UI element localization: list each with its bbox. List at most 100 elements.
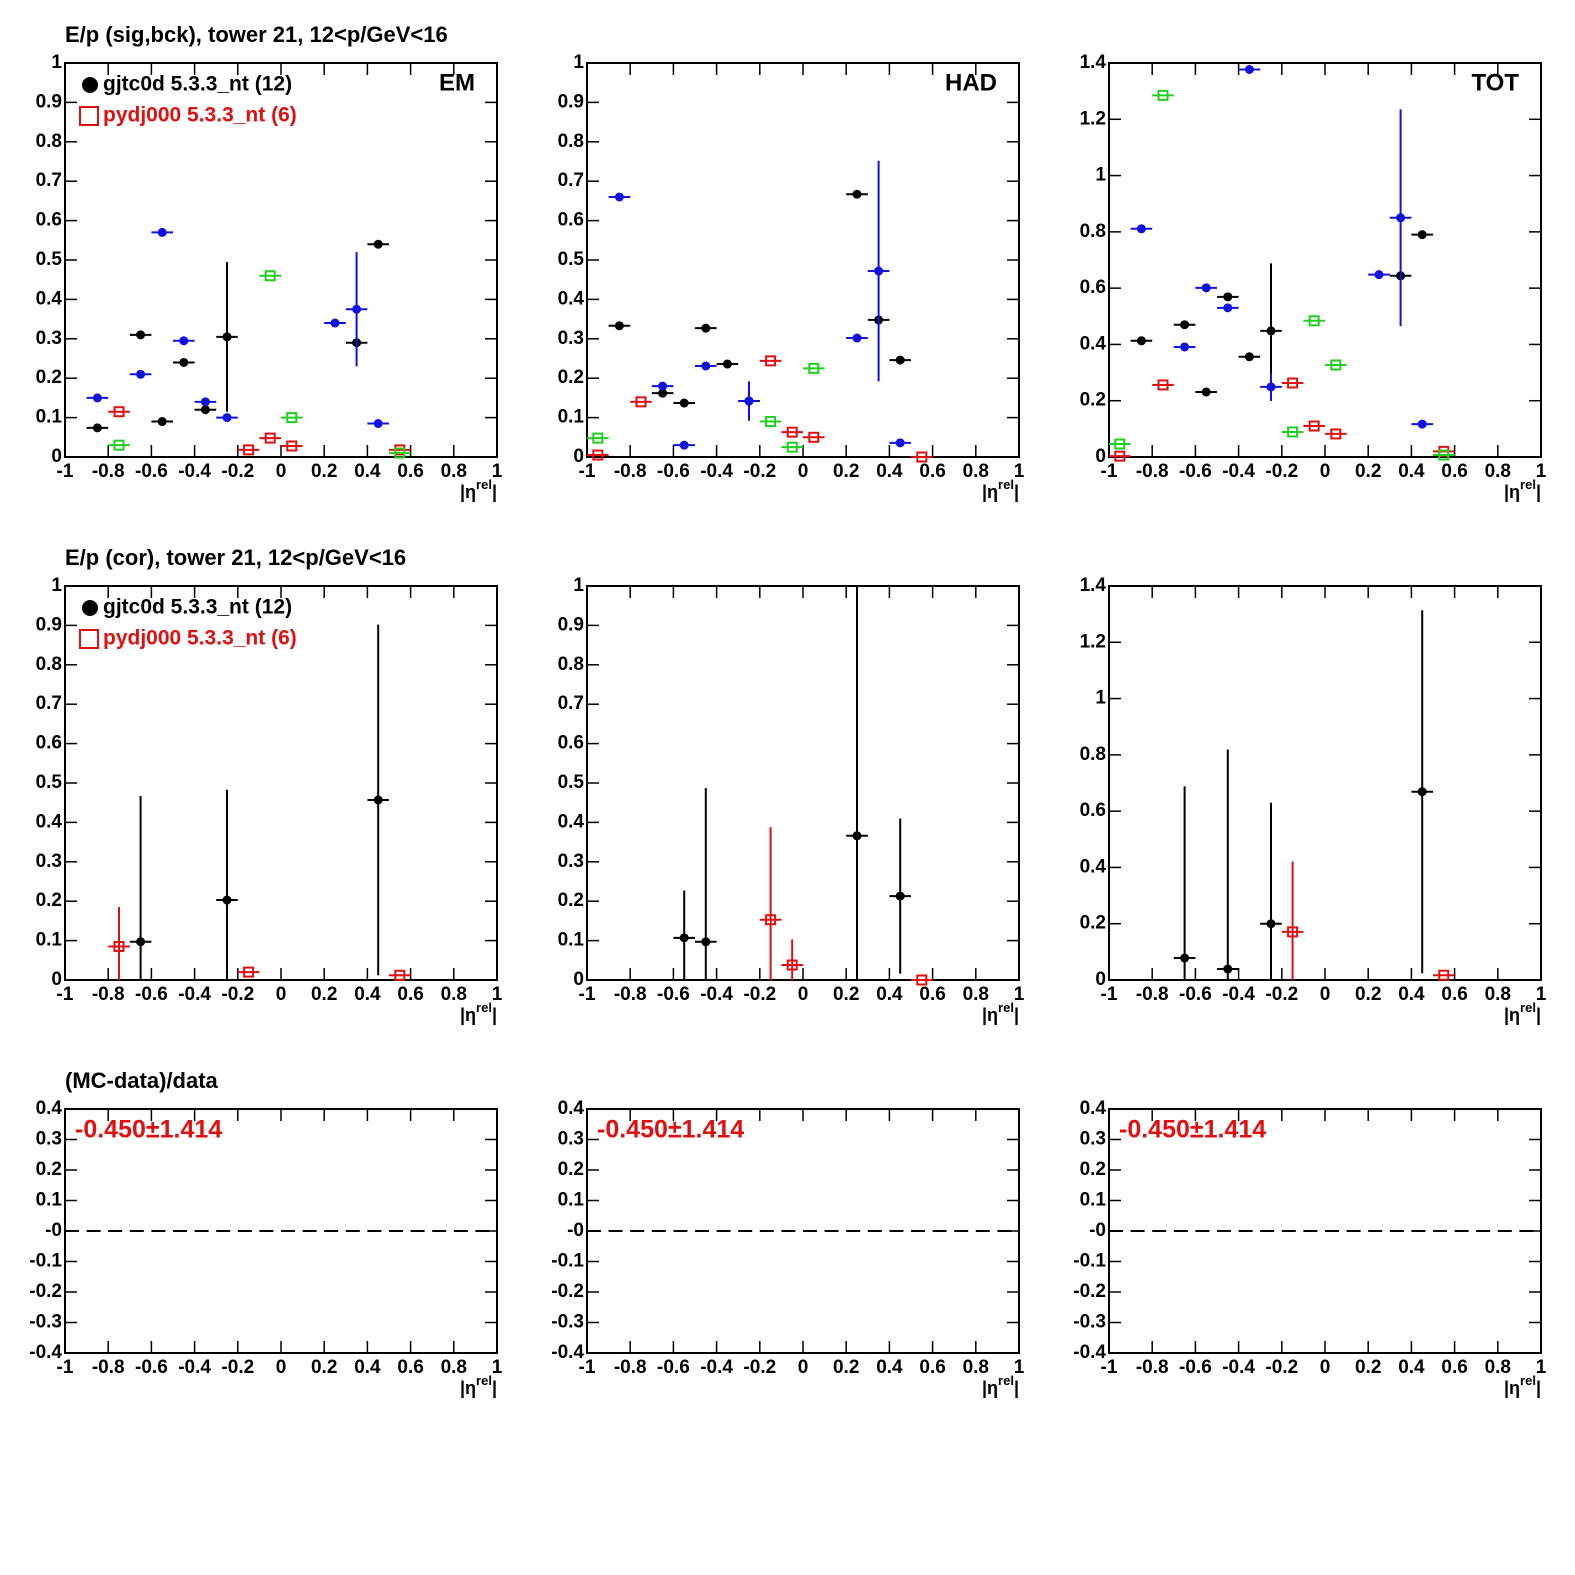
x-tick-label: 0 — [798, 1357, 809, 1378]
y-tick-label: 0.1 — [36, 407, 63, 428]
marker — [264, 432, 276, 444]
x-axis-label-part: | — [1014, 1005, 1019, 1025]
y-tick-label: 0.4 — [558, 1098, 585, 1119]
x-tick-label: -0.6 — [657, 461, 690, 482]
marker — [765, 355, 777, 367]
marker — [786, 426, 798, 438]
x-tick-label: -0.6 — [135, 1357, 168, 1378]
x-tick-label: -0.4 — [1222, 1357, 1255, 1378]
panel-title: E/p (sig,bck), tower 21, 12<p/GeV<16 — [65, 22, 448, 47]
y-tick-label: -0.1 — [1073, 1251, 1106, 1272]
x-tick-label: -1 — [57, 461, 74, 482]
marker — [1157, 379, 1169, 391]
x-tick-label: -0.8 — [1136, 1357, 1169, 1378]
x-tick-label: 0.2 — [833, 1357, 859, 1378]
annotation: -0.450±1.414 — [75, 1116, 222, 1144]
marker — [243, 444, 255, 456]
x-tick-label: 0.6 — [397, 461, 423, 482]
marker — [264, 270, 276, 282]
x-tick-label: 0.4 — [1398, 1357, 1425, 1378]
panel: -1 -0.8 -0.6 -0.4 -0.2 0 0.2 0.4 0.6 0.8 1 -0.4 -0.3… — [551, 1098, 1024, 1398]
x-tick-label: -0.2 — [743, 984, 776, 1005]
x-tick-label: 0.6 — [919, 1357, 945, 1378]
x-tick-label: 0.6 — [1441, 984, 1467, 1005]
y-tick-label: 0.4 — [1080, 1098, 1107, 1119]
x-tick-label: -1 — [579, 461, 596, 482]
x-tick-label: -0.2 — [743, 1357, 776, 1378]
marker — [895, 438, 905, 448]
y-tick-label: 1 — [573, 52, 584, 73]
annotation: -0.450±1.414 — [597, 1116, 744, 1144]
panel-label: EM — [439, 69, 475, 96]
x-axis-label-part: | — [1014, 482, 1019, 502]
marker — [222, 332, 232, 342]
marker — [92, 423, 102, 433]
marker — [852, 333, 862, 343]
y-tick-label: 1 — [51, 575, 62, 596]
x-tick-label: 0.2 — [311, 1357, 337, 1378]
x-axis-label-sup: rel — [998, 477, 1014, 492]
y-tick-label: -0 — [1089, 1220, 1106, 1241]
x-tick-label: 1 — [492, 461, 503, 482]
marker — [1287, 377, 1299, 389]
y-tick-label: 0.3 — [36, 328, 62, 349]
y-tick-label: 0.7 — [558, 170, 584, 191]
marker — [895, 355, 905, 365]
x-axis-label-sup: rel — [476, 1000, 492, 1015]
x-tick-label: -1 — [57, 984, 74, 1005]
x-axis-label: |ηrel| — [460, 1000, 497, 1024]
marker — [1157, 89, 1169, 101]
x-tick-label: -0.2 — [221, 461, 254, 482]
y-tick-label: 0.1 — [558, 407, 585, 428]
y-tick-label: 0.3 — [36, 851, 62, 872]
y-tick-label: 0.7 — [36, 693, 62, 714]
y-tick-label: 1.2 — [1080, 631, 1106, 652]
marker — [679, 398, 689, 408]
marker — [808, 431, 820, 443]
x-tick-label: 0.4 — [876, 984, 903, 1005]
marker — [1287, 426, 1299, 438]
marker — [373, 419, 383, 429]
x-tick-label: -1 — [57, 1357, 74, 1378]
marker — [744, 396, 754, 406]
marker — [786, 959, 798, 971]
x-tick-label: 0.4 — [876, 1357, 903, 1378]
marker — [1374, 270, 1384, 280]
marker — [1114, 438, 1126, 450]
marker — [614, 192, 624, 202]
marker — [1180, 320, 1190, 330]
y-tick-label: -0.4 — [29, 1342, 62, 1363]
x-tick-label: 0 — [798, 984, 809, 1005]
x-tick-label: 0.2 — [311, 461, 337, 482]
x-tick-label: 1 — [1536, 461, 1547, 482]
x-axis-label-sup: rel — [1520, 1373, 1536, 1388]
marker — [352, 304, 362, 314]
y-tick-label: 0.3 — [558, 328, 584, 349]
x-tick-label: -0.6 — [657, 1357, 690, 1378]
x-axis-label-part: | — [1014, 1378, 1019, 1398]
y-tick-label: 0.4 — [36, 288, 63, 309]
panel: -1 -0.8 -0.6 -0.4 -0.2 0 0.2 0.4 0.6 0.8 1 0 0.2 0.4 0… — [1080, 52, 1547, 502]
y-tick-label: 0.8 — [558, 131, 584, 152]
plot-frame — [1108, 62, 1542, 458]
y-tick-label: 1.2 — [1080, 108, 1106, 129]
panel-title: E/p (cor), tower 21, 12<p/GeV<16 — [65, 545, 406, 570]
marker — [394, 969, 406, 981]
x-tick-label: -0.6 — [1179, 984, 1212, 1005]
x-axis-label-part: |η — [460, 1005, 476, 1025]
panel: -1 -0.8 -0.6 -0.4 -0.2 0 0.2 0.4 0.6 0.8 1 0 0.2 0.4 0… — [1080, 575, 1547, 1025]
y-tick-label: 0.6 — [36, 210, 62, 231]
y-tick-label: 0.2 — [558, 367, 584, 388]
x-tick-label: 0.4 — [354, 984, 381, 1005]
marker — [373, 239, 383, 249]
x-tick-label: 0.6 — [919, 984, 945, 1005]
x-tick-label: 0 — [798, 461, 809, 482]
y-tick-label: 0.4 — [36, 811, 63, 832]
x-axis-label-part: |η — [1504, 1378, 1520, 1398]
x-axis-label-part: | — [1536, 482, 1541, 502]
x-tick-label: 0 — [276, 984, 287, 1005]
y-tick-label: 0.4 — [36, 1098, 63, 1119]
x-tick-label: -0.6 — [1179, 1357, 1212, 1378]
y-tick-label: 0.3 — [558, 851, 584, 872]
legend-label: pydj000 5.3.3_nt (6) — [103, 104, 297, 127]
